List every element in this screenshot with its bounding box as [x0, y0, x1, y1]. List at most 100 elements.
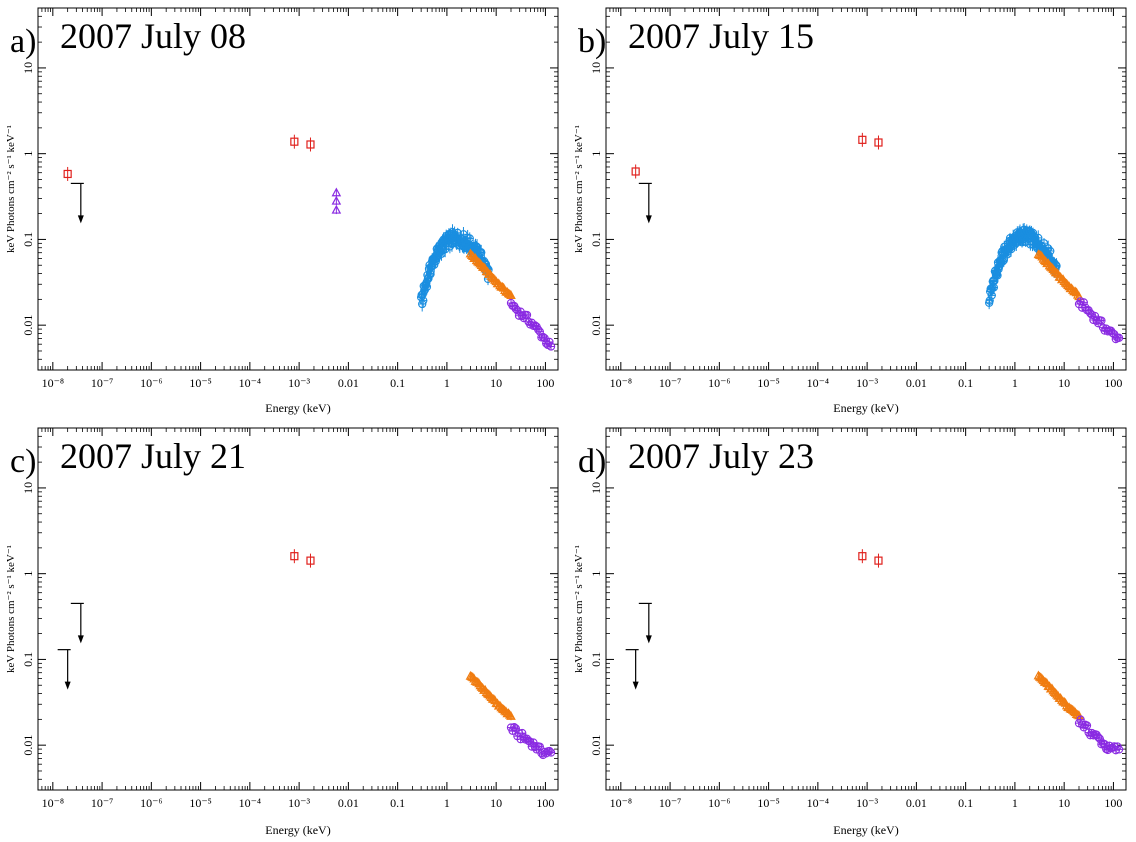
data-point [518, 728, 527, 738]
data-point [1039, 239, 1049, 248]
data-point [546, 748, 556, 757]
data-point [465, 234, 474, 243]
plot-frame [605, 427, 1127, 791]
x-tick-label: 10⁻⁷ [91, 376, 114, 390]
data-point [546, 342, 556, 351]
data-point [1033, 249, 1044, 259]
data-point [290, 137, 299, 146]
panel-title: 2007 July 23 [628, 436, 814, 476]
data-point [1114, 745, 1124, 754]
data-point [1114, 333, 1124, 342]
data-point [63, 169, 72, 179]
panel-b: b) 2007 July 15 Energy (keV) keV Photons… [573, 7, 1127, 415]
x-tick-label: 10⁻⁶ [708, 796, 731, 810]
x-tick-label: 10⁻⁴ [807, 796, 830, 810]
panel-c: c) 2007 July 21 Energy (keV) keV Photons… [5, 427, 559, 837]
x-tick-label: 10⁻⁵ [757, 376, 780, 390]
upper-limit-arrowhead [77, 635, 84, 644]
y-axis-label: keV Photons cm⁻² s⁻¹ keV⁻¹ [573, 125, 585, 253]
data-point [985, 296, 994, 305]
x-tick-label: 10⁻⁷ [659, 376, 682, 390]
data-point [997, 258, 1006, 267]
y-tick-label: 1 [589, 571, 603, 577]
data-point [1090, 311, 1100, 321]
panel-a: a) 2007 July 08 Energy (keV) keV Photons… [5, 7, 559, 415]
data-point [874, 138, 883, 147]
x-tick-label: 10 [490, 796, 502, 810]
data-point [1074, 291, 1084, 301]
data-point [1074, 710, 1084, 720]
x-tick-label: 0.1 [390, 796, 405, 810]
y-tick-label: 10 [21, 482, 35, 494]
y-tick-label: 1 [21, 571, 35, 577]
y-tick-label: 0.01 [589, 735, 603, 756]
x-tick-label: 0.1 [958, 376, 973, 390]
x-tick-label: 10⁻⁶ [708, 376, 731, 390]
upper-limit-arrowhead [645, 215, 652, 224]
panel-title: 2007 July 08 [60, 16, 246, 56]
x-tick-label: 10⁻³ [856, 376, 878, 390]
data-point [858, 135, 867, 144]
x-tick-label: 0.01 [338, 796, 359, 810]
data-point [441, 245, 450, 254]
data-point [631, 167, 640, 176]
data-point [331, 187, 342, 197]
y-tick-label: 0.01 [21, 315, 35, 336]
x-tick-label: 10⁻³ [288, 796, 310, 810]
data-point [987, 285, 996, 294]
x-tick-label: 10 [490, 376, 502, 390]
data-point [331, 195, 342, 205]
y-axis-label: keV Photons cm⁻² s⁻¹ keV⁻¹ [5, 125, 17, 253]
y-tick-label: 0.1 [589, 232, 603, 247]
x-tick-label: 1 [444, 376, 450, 390]
y-axis-label: keV Photons cm⁻² s⁻¹ keV⁻¹ [5, 545, 17, 673]
x-axis-label: Energy (keV) [265, 823, 330, 837]
y-tick-label: 0.1 [21, 232, 35, 247]
x-tick-label: 10⁻⁸ [610, 376, 633, 390]
x-axis-label: Energy (keV) [833, 401, 898, 415]
data-point [545, 746, 554, 756]
x-tick-label: 1 [1012, 796, 1018, 810]
data-point [993, 271, 1002, 280]
y-tick-label: 0.01 [589, 315, 603, 336]
data-point [470, 675, 481, 685]
x-tick-label: 10⁻⁴ [239, 796, 262, 810]
data-point [290, 552, 299, 561]
x-tick-label: 0.01 [906, 376, 927, 390]
data-point [306, 140, 315, 149]
y-axis-label: keV Photons cm⁻² s⁻¹ keV⁻¹ [573, 545, 585, 673]
x-tick-label: 10⁻⁴ [239, 376, 262, 390]
x-tick-label: 10⁻⁵ [189, 376, 212, 390]
panel-title: 2007 July 21 [60, 436, 246, 476]
x-tick-label: 100 [1104, 376, 1122, 390]
y-tick-label: 1 [589, 151, 603, 157]
data-point [506, 711, 516, 720]
data-point [477, 248, 486, 257]
panel-label: a) [10, 23, 36, 60]
plot-frame [605, 7, 1127, 371]
x-tick-label: 10⁻⁶ [140, 796, 163, 810]
x-tick-label: 0.1 [390, 376, 405, 390]
panel-label: d) [578, 443, 606, 480]
y-tick-label: 0.1 [589, 652, 603, 667]
data-point [874, 556, 883, 565]
x-tick-label: 10⁻⁸ [42, 796, 65, 810]
panel-title: 2007 July 15 [628, 16, 814, 56]
data-point [858, 552, 867, 561]
panel-d: d) 2007 July 23 Energy (keV) keV Photons… [573, 427, 1127, 837]
x-tick-label: 10⁻⁷ [91, 796, 114, 810]
data-point [306, 556, 315, 565]
x-tick-label: 10⁻⁸ [610, 796, 633, 810]
upper-limit-arrowhead [632, 681, 639, 690]
plot-frame [37, 7, 559, 371]
upper-limit-arrowhead [645, 635, 652, 644]
x-axis-label: Energy (keV) [833, 823, 898, 837]
x-tick-label: 10⁻⁸ [42, 376, 65, 390]
data-point [419, 296, 428, 305]
x-tick-label: 10⁻⁵ [757, 796, 780, 810]
y-tick-label: 0.1 [21, 652, 35, 667]
data-point [506, 290, 516, 299]
data-point [545, 337, 554, 347]
plot-frame [37, 427, 559, 791]
